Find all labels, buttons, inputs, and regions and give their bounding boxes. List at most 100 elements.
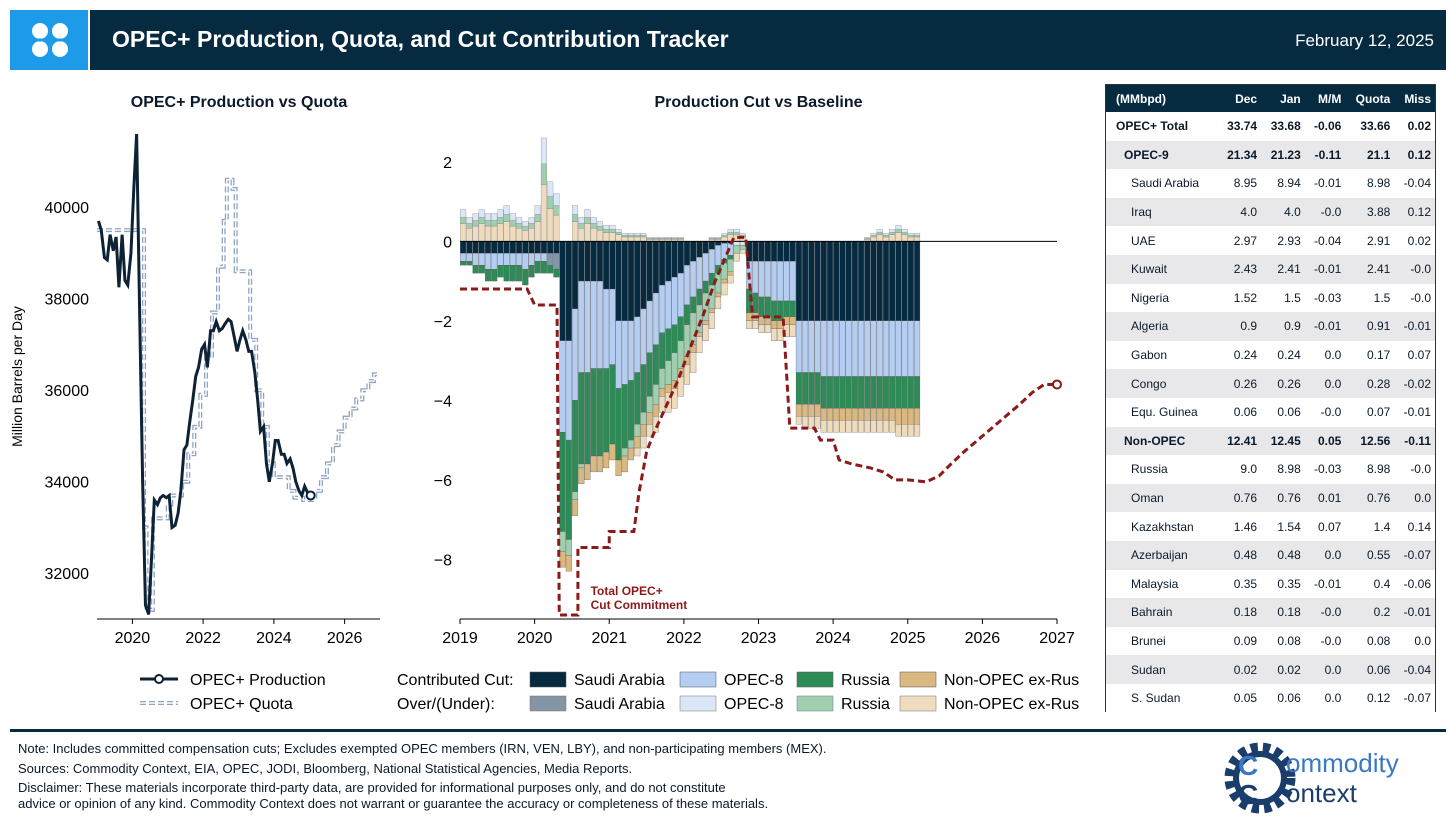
bar-russia-cut — [671, 324, 678, 353]
bar-opec8-over-pos — [627, 233, 635, 236]
bar-opec8-cut — [578, 280, 585, 373]
table-cell: -0.01 — [1314, 576, 1342, 591]
table-cell: -0.04 — [1403, 662, 1431, 677]
table-row-label: Bahrain — [1131, 605, 1173, 620]
bar-opec8-over-pos — [572, 205, 579, 215]
table-cell: 0.0 — [1324, 348, 1342, 363]
table-cell: 2.97 — [1233, 233, 1258, 248]
bar-russia-cut — [870, 376, 877, 409]
bar-nonopec-cut — [640, 424, 647, 437]
x-tick-label: 2024 — [256, 630, 292, 647]
table-row: Equ. Guinea 0.06 0.06 -0.0 0.07 -0.01 — [1106, 397, 1435, 427]
bar-nonopec-over — [671, 388, 678, 409]
bar-russia-cut — [603, 368, 610, 453]
bar-russia-over-pos — [870, 235, 877, 238]
table-row-label: S. Sudan — [1131, 691, 1181, 706]
bar-opec8-cut — [858, 320, 865, 377]
table-cell: 1.46 — [1233, 519, 1258, 534]
bar-opec8-over-pos — [665, 237, 672, 239]
bar-opec8-over-pos — [907, 233, 914, 236]
table-row: Bahrain 0.18 0.18 -0.0 0.2 -0.01 — [1106, 598, 1435, 627]
bar-opec8-over-pos — [522, 221, 529, 227]
bar-russia-over-pos — [907, 235, 914, 238]
bar-opec8-cut — [715, 245, 722, 266]
table-cell: 0.28 — [1366, 376, 1391, 391]
production-table: (MMbpd) Dec Jan M/M Quota Miss OPEC+ Total 33.… — [1105, 84, 1436, 713]
table-cell: 2.41 — [1277, 262, 1301, 277]
bar-saudi-cut — [584, 241, 591, 282]
brand-line-1: ommodity — [1286, 748, 1399, 778]
table-cell: 0.08 — [1277, 633, 1301, 648]
bar-russia-cut — [528, 265, 535, 278]
commodity-context-logo: C C ommodity ontext — [1224, 742, 1399, 814]
table-cell: -0.0 — [1410, 290, 1431, 305]
bar-nonopec-over — [858, 420, 865, 433]
table-cell: 0.0 — [1324, 691, 1342, 706]
bar-nonopec-over-pos — [522, 230, 529, 242]
bar-opec8-cut — [522, 253, 529, 270]
bar-nonopec-over — [802, 416, 809, 429]
bar-saudi-cut — [478, 241, 485, 254]
bar-saudi-cut — [659, 241, 666, 286]
bar-russia-cut — [876, 376, 883, 409]
bar-russia-cut — [584, 372, 591, 465]
bar-russia-over — [652, 384, 659, 405]
bar-nonopec-cut — [572, 499, 579, 516]
bar-saudi-cut — [777, 241, 784, 262]
bar-saudi-cut — [559, 241, 566, 341]
legend-cut-swatch — [529, 671, 567, 688]
bar-nonopec-cut — [659, 388, 666, 397]
bar-nonopec-cut — [901, 408, 908, 425]
bar-nonopec-cut — [603, 451, 610, 469]
bar-nonopec-over — [814, 416, 821, 429]
table-cell: -0.11 — [1314, 147, 1342, 162]
bar-nonopec-cut — [771, 320, 778, 329]
bar-opec8-cut — [534, 253, 541, 262]
bar-nonopec-over — [659, 396, 666, 413]
bar-opec8-over-pos — [634, 233, 641, 236]
bar-opec8-over-pos — [659, 237, 666, 239]
bar-nonopec-over-pos — [889, 234, 896, 242]
bar-opec8-over-pos — [727, 229, 734, 233]
bar-saudi-cut — [578, 241, 585, 282]
bar-saudi-cut — [484, 241, 491, 254]
bar-opec8-over-pos — [534, 205, 541, 215]
table-cell: -0.04 — [1403, 176, 1431, 191]
table-cell: 0.26 — [1277, 376, 1301, 391]
bar-saudi-cut — [572, 241, 579, 310]
bar-nonopec-over — [901, 424, 908, 437]
legend-cut-swatch — [796, 671, 834, 688]
table-cell: -0.03 — [1314, 290, 1342, 305]
table-cell: 0.48 — [1277, 548, 1301, 563]
table-cell: -0.01 — [1403, 605, 1431, 620]
bar-russia-cut — [901, 376, 908, 409]
table-row: Oman 0.76 0.76 0.01 0.76 0.0 — [1106, 483, 1435, 513]
table-cell: 0.02 — [1233, 662, 1258, 677]
table-cell: 1.5 — [1284, 290, 1301, 305]
bar-russia-cut — [826, 376, 834, 409]
bar-saudi-cut — [889, 241, 896, 321]
bar-nonopec-over — [851, 420, 858, 433]
bar-russia-cut — [882, 376, 889, 409]
bar-russia-cut — [889, 376, 896, 409]
bar-nonopec-cut — [870, 408, 877, 421]
bar-opec8-over-pos — [540, 137, 547, 164]
table-cell: 4.0 — [1240, 205, 1258, 220]
bar-russia-cut — [509, 265, 516, 282]
bar-russia-over-pos — [497, 217, 504, 224]
bar-saudi-cut — [758, 241, 765, 262]
bar-russia-cut — [491, 269, 498, 282]
bar-russia-cut — [466, 261, 473, 266]
bar-nonopec-cut — [876, 408, 883, 421]
bar-opec8-over-pos — [528, 217, 535, 224]
bar-opec8-cut — [864, 320, 871, 377]
bar-russia-over-pos — [547, 196, 554, 209]
bar-opec8-over-pos — [914, 233, 921, 236]
bar-nonopec-over — [683, 364, 690, 385]
bar-russia-cut — [764, 296, 771, 318]
table-cell: 4.0 — [1284, 205, 1301, 220]
bar-russia-over-pos — [895, 229, 902, 233]
bar-opec8-over-pos — [509, 213, 516, 221]
bar-saudi-cut — [565, 241, 572, 341]
bar-russia-over-pos — [627, 235, 635, 238]
